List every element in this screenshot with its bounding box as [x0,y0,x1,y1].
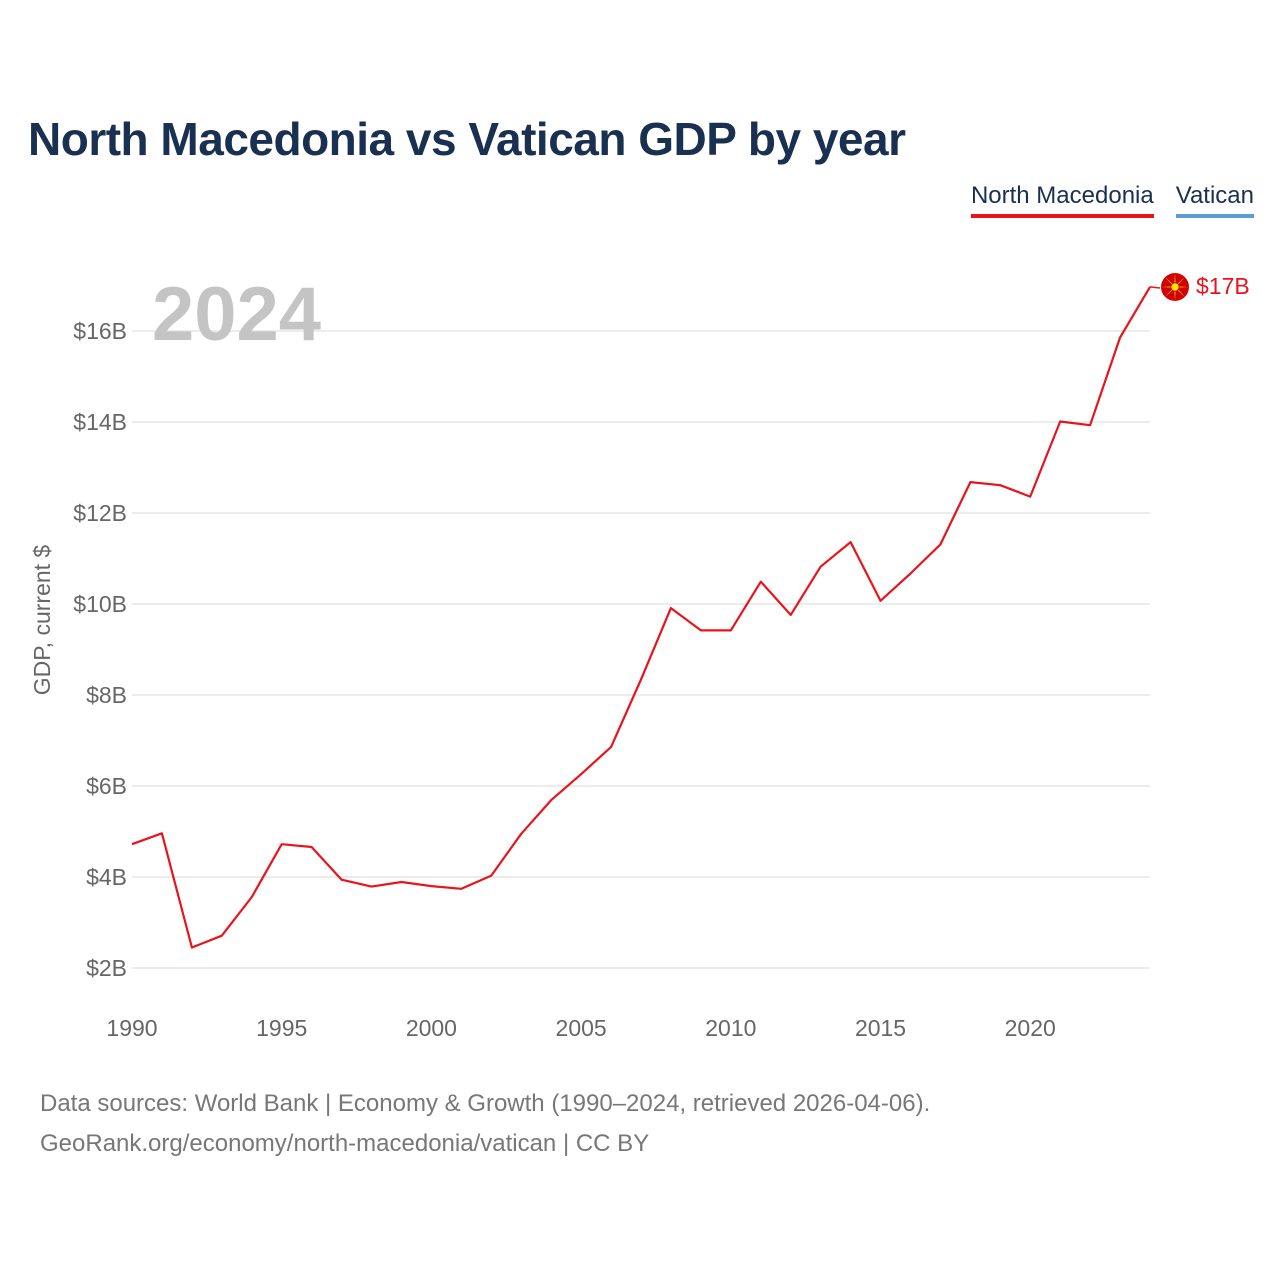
footer-link[interactable]: GeoRank.org/economy/north-macedonia/vati… [40,1130,650,1157]
y-tick-label: $6B [86,773,127,799]
x-tick-label: 2005 [556,1015,607,1041]
x-tick-label: 1995 [256,1015,307,1041]
series-lines [131,286,1151,949]
gdp-line-chart: 2024 $2B$4B$6B$8B$10B$12B$14B$16B 1990 19… [29,272,1250,1041]
y-tick-label: $2B [86,955,127,981]
x-tick-label: 2015 [855,1015,906,1041]
y-tick-label: $12B [73,500,127,526]
y-tick-label: $16B [73,318,127,344]
x-tick-label: 2020 [1005,1015,1056,1041]
end-connector [1149,286,1161,289]
y-axis-ticks: $2B $4B $6B $8B $10B $12B $14B $16B [73,318,127,981]
legend-item-vatican[interactable]: Vatican [1175,182,1254,218]
footer: Data sources: World Bank | Economy & Gro… [40,1084,930,1164]
x-tick-label: 2010 [705,1015,756,1041]
north-macedonia-flag-icon [1161,273,1189,301]
y-tick-label: $8B [86,682,127,708]
x-tick-label: 2000 [406,1015,457,1041]
legend-item-north-macedonia[interactable]: North Macedonia [970,182,1154,218]
x-axis-ticks: 1990 1995 2000 2005 2010 2015 2020 [106,1015,1055,1041]
y-axis-title: GDP, current $ [29,545,55,696]
legend: North Macedonia Vatican [970,182,1254,218]
chart-title: North Macedonia vs Vatican GDP by year [28,113,906,165]
y-tick-label: $10B [73,591,127,617]
gridlines [132,330,1150,969]
x-tick-label: 1990 [106,1015,157,1041]
y-tick-label: $14B [73,409,127,435]
year-watermark: 2024 [152,272,321,357]
y-tick-label: $4B [86,864,127,890]
series-line-north-macedonia [131,286,1151,949]
end-value-label: $17B [1196,273,1250,299]
footer-sources: Data sources: World Bank | Economy & Gro… [40,1090,931,1117]
end-marker [1149,273,1189,301]
